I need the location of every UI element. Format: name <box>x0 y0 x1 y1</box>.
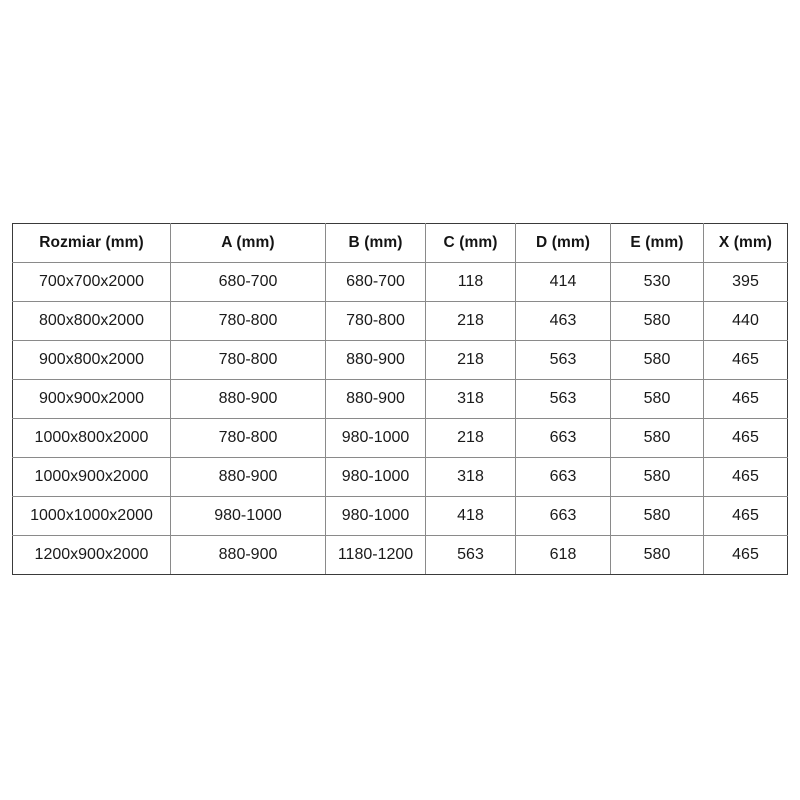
cell-x: 465 <box>703 340 788 380</box>
table-header-row: Rozmiar (mm) A (mm) B (mm) C (mm) D (mm)… <box>12 223 788 263</box>
cell-b: 680-700 <box>325 262 426 302</box>
cell-size: 700x700x2000 <box>12 262 171 302</box>
dimensions-table: Rozmiar (mm) A (mm) B (mm) C (mm) D (mm)… <box>12 223 788 575</box>
cell-size: 900x800x2000 <box>12 340 171 380</box>
column-header-rozmiar: Rozmiar (mm) <box>12 223 171 263</box>
cell-c: 563 <box>425 535 516 575</box>
cell-e: 580 <box>610 418 704 458</box>
cell-e: 580 <box>610 340 704 380</box>
cell-c: 318 <box>425 379 516 419</box>
column-header-c: C (mm) <box>425 223 516 263</box>
cell-x: 440 <box>703 301 788 341</box>
cell-size: 800x800x2000 <box>12 301 171 341</box>
table-row: 1000x800x2000 780-800 980-1000 218 663 5… <box>12 418 788 458</box>
cell-a: 780-800 <box>170 301 326 341</box>
table-row: 1000x1000x2000 980-1000 980-1000 418 663… <box>12 496 788 536</box>
cell-c: 118 <box>425 262 516 302</box>
cell-c: 218 <box>425 301 516 341</box>
table-row: 900x900x2000 880-900 880-900 318 563 580… <box>12 379 788 419</box>
cell-e: 580 <box>610 496 704 536</box>
cell-size: 1000x1000x2000 <box>12 496 171 536</box>
cell-e: 580 <box>610 457 704 497</box>
cell-d: 618 <box>515 535 611 575</box>
cell-x: 465 <box>703 379 788 419</box>
cell-e: 580 <box>610 379 704 419</box>
cell-e: 530 <box>610 262 704 302</box>
cell-a: 780-800 <box>170 418 326 458</box>
table-row: 1200x900x2000 880-900 1180-1200 563 618 … <box>12 535 788 575</box>
table-row: 1000x900x2000 880-900 980-1000 318 663 5… <box>12 457 788 497</box>
cell-b: 780-800 <box>325 301 426 341</box>
cell-b: 880-900 <box>325 340 426 380</box>
table-row: 700x700x2000 680-700 680-700 118 414 530… <box>12 262 788 302</box>
cell-b: 980-1000 <box>325 418 426 458</box>
cell-x: 395 <box>703 262 788 302</box>
cell-a: 980-1000 <box>170 496 326 536</box>
table-header: Rozmiar (mm) A (mm) B (mm) C (mm) D (mm)… <box>12 223 788 263</box>
cell-b: 880-900 <box>325 379 426 419</box>
cell-x: 465 <box>703 418 788 458</box>
cell-c: 218 <box>425 418 516 458</box>
table-body: 700x700x2000 680-700 680-700 118 414 530… <box>12 262 788 575</box>
cell-a: 880-900 <box>170 457 326 497</box>
spec-table-container: Rozmiar (mm) A (mm) B (mm) C (mm) D (mm)… <box>12 223 788 575</box>
cell-x: 465 <box>703 535 788 575</box>
cell-d: 563 <box>515 340 611 380</box>
cell-e: 580 <box>610 535 704 575</box>
cell-d: 414 <box>515 262 611 302</box>
cell-d: 663 <box>515 496 611 536</box>
cell-x: 465 <box>703 496 788 536</box>
cell-b: 980-1000 <box>325 496 426 536</box>
column-header-x: X (mm) <box>703 223 788 263</box>
cell-b: 1180-1200 <box>325 535 426 575</box>
column-header-d: D (mm) <box>515 223 611 263</box>
cell-d: 463 <box>515 301 611 341</box>
cell-c: 318 <box>425 457 516 497</box>
cell-x: 465 <box>703 457 788 497</box>
cell-a: 880-900 <box>170 535 326 575</box>
cell-e: 580 <box>610 301 704 341</box>
cell-a: 880-900 <box>170 379 326 419</box>
cell-d: 663 <box>515 418 611 458</box>
cell-c: 218 <box>425 340 516 380</box>
cell-size: 1000x800x2000 <box>12 418 171 458</box>
cell-size: 1200x900x2000 <box>12 535 171 575</box>
cell-b: 980-1000 <box>325 457 426 497</box>
table-row: 900x800x2000 780-800 880-900 218 563 580… <box>12 340 788 380</box>
column-header-e: E (mm) <box>610 223 704 263</box>
column-header-b: B (mm) <box>325 223 426 263</box>
cell-size: 1000x900x2000 <box>12 457 171 497</box>
column-header-a: A (mm) <box>170 223 326 263</box>
cell-a: 780-800 <box>170 340 326 380</box>
cell-c: 418 <box>425 496 516 536</box>
cell-d: 663 <box>515 457 611 497</box>
cell-size: 900x900x2000 <box>12 379 171 419</box>
cell-a: 680-700 <box>170 262 326 302</box>
cell-d: 563 <box>515 379 611 419</box>
table-row: 800x800x2000 780-800 780-800 218 463 580… <box>12 301 788 341</box>
